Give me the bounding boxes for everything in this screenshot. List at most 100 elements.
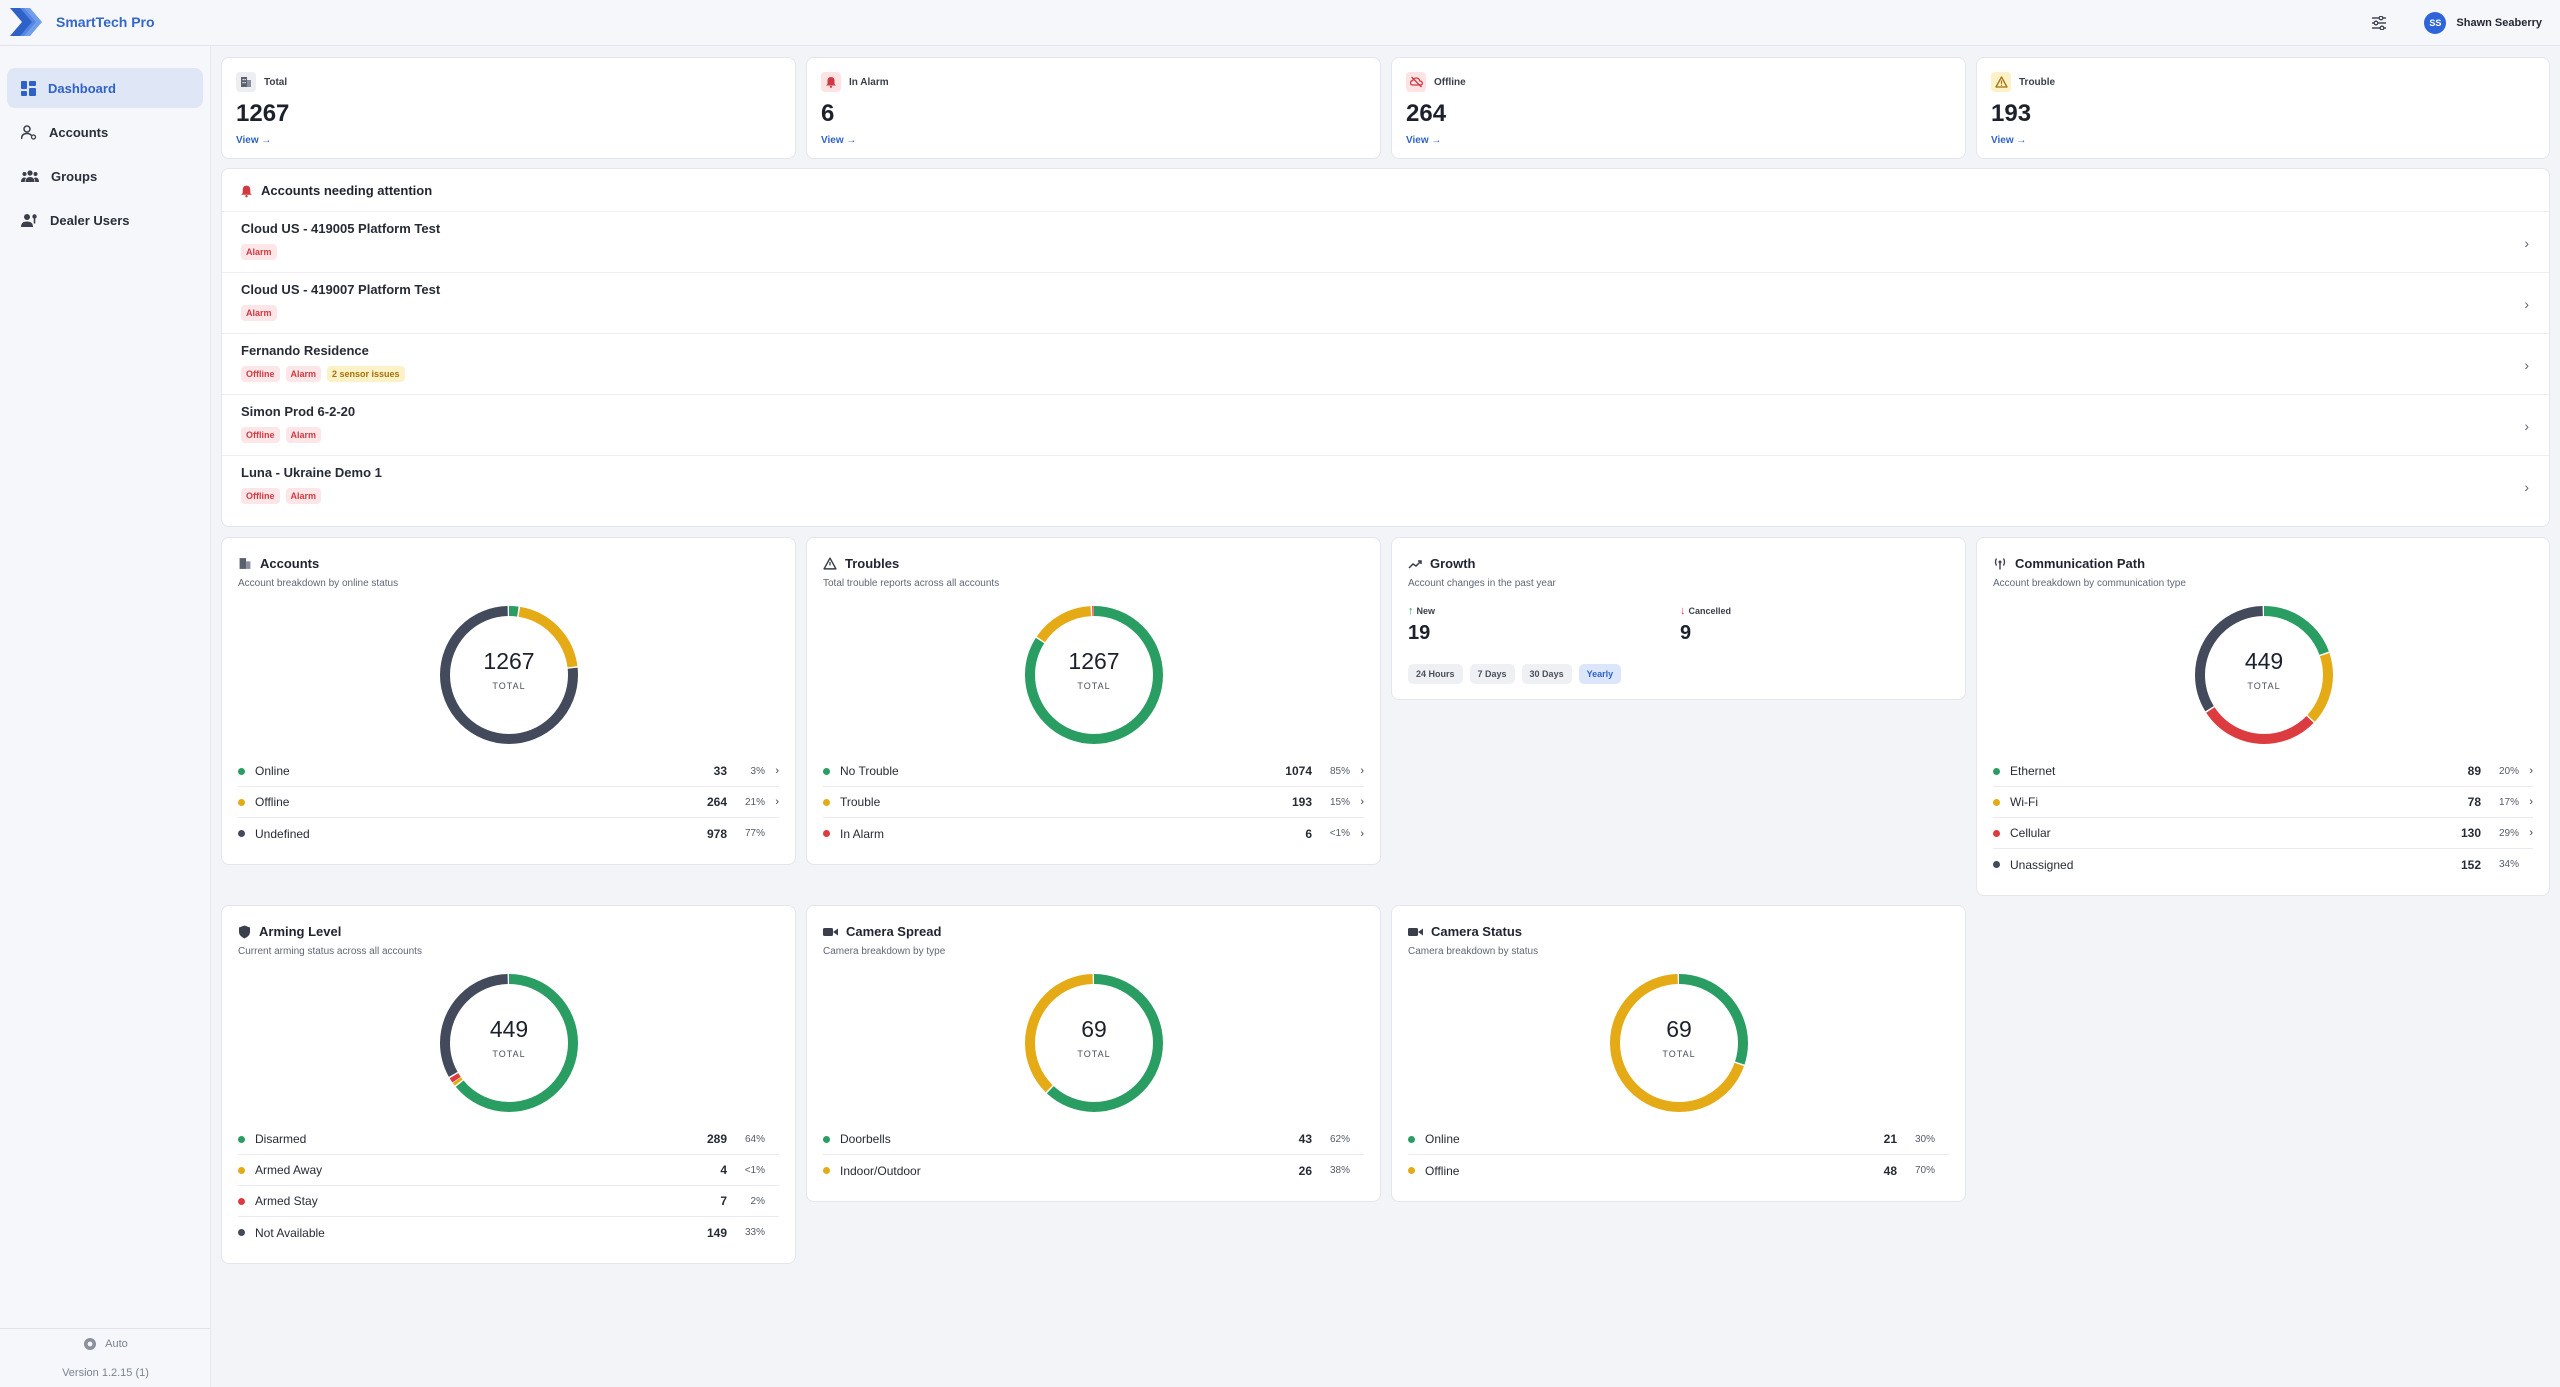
filter-settings-button[interactable] bbox=[2364, 10, 2394, 36]
range-pill-yearly[interactable]: Yearly bbox=[1578, 664, 1622, 684]
sidebar: Dashboard Accounts Groups Dealer Users A… bbox=[0, 46, 211, 1387]
legend-label: Trouble bbox=[840, 795, 881, 809]
legend-label: Offline bbox=[1425, 1163, 1460, 1178]
new-label-text: New bbox=[1416, 606, 1436, 616]
chevron-right-icon: › bbox=[775, 796, 779, 808]
arrow-up-icon: ↑ bbox=[1408, 605, 1414, 617]
legend-row-indoor-outdoor: Indoor/Outdoor 26 38% bbox=[823, 1155, 1364, 1186]
chevron-right-icon: › bbox=[2524, 296, 2529, 312]
antenna-icon bbox=[1994, 558, 2006, 570]
user-avatar[interactable]: SS bbox=[2424, 12, 2447, 34]
legend-count: 149 bbox=[706, 1225, 727, 1240]
panel-subtitle: Account breakdown by communication type bbox=[1993, 578, 2186, 589]
legend-count: 21 bbox=[1883, 1132, 1897, 1146]
legend-percent: 34% bbox=[2498, 859, 2519, 870]
donut-total-value: 1267 bbox=[1068, 648, 1120, 674]
video-camera-icon bbox=[1408, 927, 1423, 936]
range-pill-24-hours[interactable]: 24 Hours bbox=[1408, 664, 1463, 684]
stat-title: In Alarm bbox=[849, 76, 889, 88]
troubles-donut-chart: 1267 TOTAL bbox=[1023, 604, 1165, 746]
legend-row-cellular[interactable]: Cellular 130 29% › bbox=[1993, 818, 2533, 849]
chevron-right-icon: › bbox=[2529, 796, 2533, 808]
legend-row-ethernet[interactable]: Ethernet 89 20% › bbox=[1993, 756, 2533, 787]
legend-percent: 33% bbox=[744, 1227, 765, 1238]
legend-row-undefined: Undefined 978 77% bbox=[238, 818, 779, 849]
status-badge: Alarm bbox=[285, 366, 322, 382]
legend-percent: 64% bbox=[744, 1133, 765, 1145]
legend-percent: 21% bbox=[744, 796, 765, 808]
sidebar-item-dealer-users[interactable]: Dealer Users bbox=[7, 200, 203, 240]
donut-segment-online bbox=[1610, 974, 1748, 1112]
range-pill-30-days[interactable]: 30 Days bbox=[1521, 664, 1572, 684]
legend-dot bbox=[238, 1229, 245, 1236]
attention-row[interactable]: Cloud US - 419007 Platform Test Alarm › bbox=[222, 272, 2549, 333]
sidebar-item-label: Groups bbox=[51, 168, 98, 184]
legend-percent: 17% bbox=[2498, 796, 2519, 808]
legend-count: 26 bbox=[1298, 1163, 1312, 1178]
legend-count: 6 bbox=[1305, 826, 1312, 841]
account-name: Simon Prod 6-2-20 bbox=[241, 404, 356, 419]
growth-new-label: ↑ New bbox=[1408, 605, 1435, 617]
legend-percent: 15% bbox=[1329, 796, 1350, 808]
sidebar-item-label: Dashboard bbox=[48, 80, 116, 96]
donut-total-label: TOTAL bbox=[1662, 1049, 1696, 1059]
legend-label: Unassigned bbox=[2010, 857, 2074, 872]
sliders-icon bbox=[2372, 16, 2387, 30]
app-name: SmartTech Pro bbox=[56, 14, 155, 30]
growth-cancelled-label: ↓ Cancelled bbox=[1680, 605, 1731, 617]
panel-title: Camera Status bbox=[1431, 924, 1523, 939]
panel-subtitle: Camera breakdown by type bbox=[823, 946, 946, 957]
attention-row[interactable]: Simon Prod 6-2-20 Offline Alarm › bbox=[222, 394, 2549, 455]
status-badge: Offline bbox=[241, 488, 280, 504]
attention-row[interactable]: Luna - Ukraine Demo 1 Offline Alarm › bbox=[222, 455, 2549, 516]
stat-title: Offline bbox=[1434, 76, 1466, 88]
legend-label: Wi-Fi bbox=[2010, 795, 2038, 809]
legend-row-wi-fi[interactable]: Wi-Fi 78 17% › bbox=[1993, 787, 2533, 818]
sidebar-item-accounts[interactable]: Accounts bbox=[7, 112, 203, 152]
legend-row-no-trouble[interactable]: No Trouble 1074 85% › bbox=[823, 756, 1364, 787]
attention-row[interactable]: Cloud US - 419005 Platform Test Alarm › bbox=[222, 211, 2549, 272]
chevron-right-icon: › bbox=[775, 765, 779, 777]
donut-total-label: TOTAL bbox=[492, 681, 526, 691]
attention-row[interactable]: Fernando Residence Offline Alarm 2 sensor i… bbox=[222, 333, 2549, 394]
panel-subtitle: Camera breakdown by status bbox=[1408, 946, 1539, 957]
legend-row-trouble[interactable]: Trouble 193 15% › bbox=[823, 787, 1364, 818]
arrow-down-icon: ↓ bbox=[1680, 605, 1686, 617]
legend-row-armed-away: Armed Away 4 <1% bbox=[238, 1155, 779, 1186]
dashboard-icon bbox=[21, 80, 36, 96]
status-badge: Alarm bbox=[285, 488, 322, 504]
range-pill-7-days[interactable]: 7 Days bbox=[1469, 664, 1515, 684]
user-name[interactable]: Shawn Seaberry bbox=[2456, 17, 2542, 29]
legend-row-online[interactable]: Online 33 3% › bbox=[238, 756, 779, 787]
legend-dot bbox=[823, 1167, 830, 1174]
chevron-right-icon: › bbox=[2524, 418, 2529, 434]
donut-segment-cellular bbox=[2195, 606, 2333, 744]
view-offline-link[interactable]: View → bbox=[1406, 135, 1442, 146]
sidebar-item-dashboard[interactable]: Dashboard bbox=[7, 68, 203, 108]
theme-toggle[interactable]: Auto bbox=[0, 1337, 211, 1351]
view-trouble-link[interactable]: View → bbox=[1991, 135, 2027, 146]
legend-row-not-available: Not Available 149 33% bbox=[238, 1217, 779, 1248]
donut-segment-undefined bbox=[440, 606, 578, 744]
legend-label: Indoor/Outdoor bbox=[840, 1163, 921, 1178]
legend-row-offline[interactable]: Offline 264 21% › bbox=[238, 787, 779, 818]
warning-icon bbox=[823, 557, 837, 570]
view-alarm-link[interactable]: View → bbox=[821, 135, 857, 146]
view-total-link[interactable]: View → bbox=[236, 135, 272, 146]
communication-path-panel: Communication Path Account breakdown by … bbox=[1976, 537, 2550, 896]
legend-label: Disarmed bbox=[255, 1132, 307, 1146]
app-logo[interactable]: SmartTech Pro bbox=[10, 8, 155, 36]
legend-count: 193 bbox=[1291, 795, 1312, 809]
camera-spread-panel: Camera Spread Camera breakdown by type 6… bbox=[806, 905, 1381, 1202]
chevron-right-icon: › bbox=[2524, 235, 2529, 251]
legend-row-in-alarm[interactable]: In Alarm 6 <1% › bbox=[823, 818, 1364, 849]
legend-dot bbox=[823, 1135, 830, 1143]
stat-value: 193 bbox=[1991, 100, 2032, 127]
donut-segment-ethernet bbox=[2195, 606, 2333, 744]
sidebar-item-groups[interactable]: Groups bbox=[7, 156, 203, 196]
donut-total-label: TOTAL bbox=[1077, 681, 1111, 691]
panel-title: Growth bbox=[1430, 556, 1476, 571]
legend-label: Armed Away bbox=[255, 1163, 323, 1177]
account-name: Fernando Residence bbox=[241, 343, 369, 358]
legend-count: 1074 bbox=[1285, 764, 1312, 778]
